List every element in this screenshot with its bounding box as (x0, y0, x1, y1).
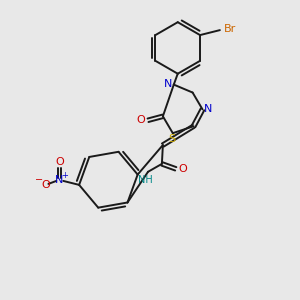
Text: N: N (55, 175, 64, 185)
Text: S: S (168, 134, 175, 144)
Text: O: O (55, 157, 64, 167)
Text: +: + (61, 172, 68, 181)
Text: O: O (137, 115, 146, 125)
Text: Br: Br (224, 24, 236, 34)
Text: N: N (204, 104, 213, 114)
Text: O: O (178, 164, 187, 174)
Text: N: N (164, 79, 172, 88)
Text: −: − (35, 175, 44, 185)
Text: O: O (41, 180, 50, 190)
Text: NH: NH (138, 175, 152, 185)
